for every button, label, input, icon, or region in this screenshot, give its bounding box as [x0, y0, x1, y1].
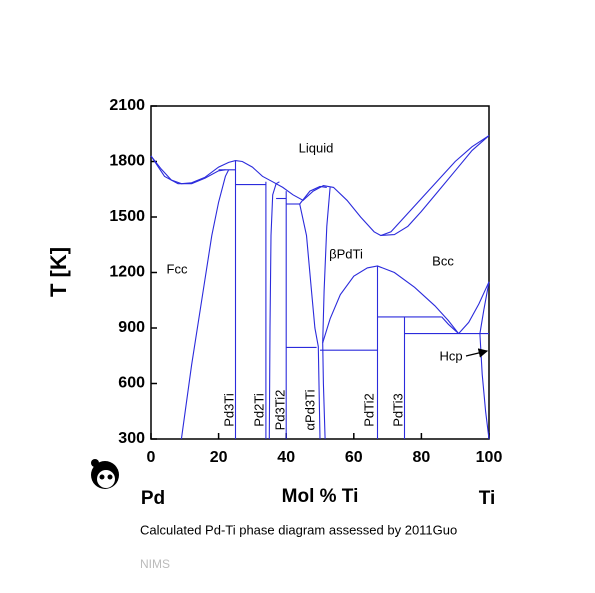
y-tick-label: 1200 — [109, 264, 145, 281]
x-tick-label: 20 — [210, 449, 228, 466]
phase-label: Pd3Ti — [221, 393, 236, 427]
phase-boundary — [150, 155, 226, 185]
x-axis-label: Mol % Ti — [282, 486, 359, 507]
x-tick-label: 100 — [476, 449, 503, 466]
caption: Calculated Pd-Ti phase diagram assessed … — [140, 522, 457, 537]
y-tick-label: 1800 — [109, 153, 145, 170]
phase-label: PdTi2 — [361, 393, 376, 426]
panda-icon — [91, 459, 119, 489]
x-tick-label: 80 — [413, 449, 431, 466]
source: NIMS — [140, 557, 170, 571]
plot-frame — [150, 105, 490, 440]
y-tick-label: 900 — [118, 319, 145, 336]
phase-boundary — [322, 265, 460, 343]
y-tick-label: 2100 — [109, 97, 145, 114]
phase-boundary — [380, 135, 490, 237]
hcp-arrow — [465, 348, 489, 358]
y-tick-label: 300 — [118, 430, 145, 447]
x-tick-label: 0 — [147, 449, 156, 466]
phase-label: Hcp — [439, 348, 462, 363]
phase-boundary — [268, 181, 280, 440]
y-axis-label: T [K] — [46, 247, 71, 297]
phase-label: Fcc — [167, 261, 188, 276]
y-tick-label: 1500 — [109, 208, 145, 225]
phase-boundary — [441, 316, 459, 335]
phase-boundary — [180, 169, 230, 440]
y-tick-label: 600 — [118, 375, 145, 392]
x-tick-label: 60 — [345, 449, 363, 466]
phase-boundary — [479, 281, 490, 334]
phase-label: Bcc — [432, 253, 454, 268]
phase-boundary — [299, 203, 321, 440]
phase-label: βPdTi — [329, 246, 363, 261]
phase-label: αPd3Ti — [302, 389, 317, 430]
phase-label: Pd2Ti — [251, 393, 266, 427]
phase-boundary — [299, 185, 327, 205]
phase-boundary — [458, 281, 490, 334]
phase-boundary — [479, 333, 490, 440]
phase-boundary — [322, 187, 331, 440]
right-component: Ti — [479, 488, 496, 509]
phase-label: Pd3Ti2 — [272, 390, 287, 431]
left-component: Pd — [141, 488, 165, 509]
x-tick-label: 40 — [277, 449, 295, 466]
phase-boundary — [150, 135, 490, 237]
phase-label: PdTi3 — [390, 393, 405, 426]
phase-label: Liquid — [299, 140, 334, 155]
